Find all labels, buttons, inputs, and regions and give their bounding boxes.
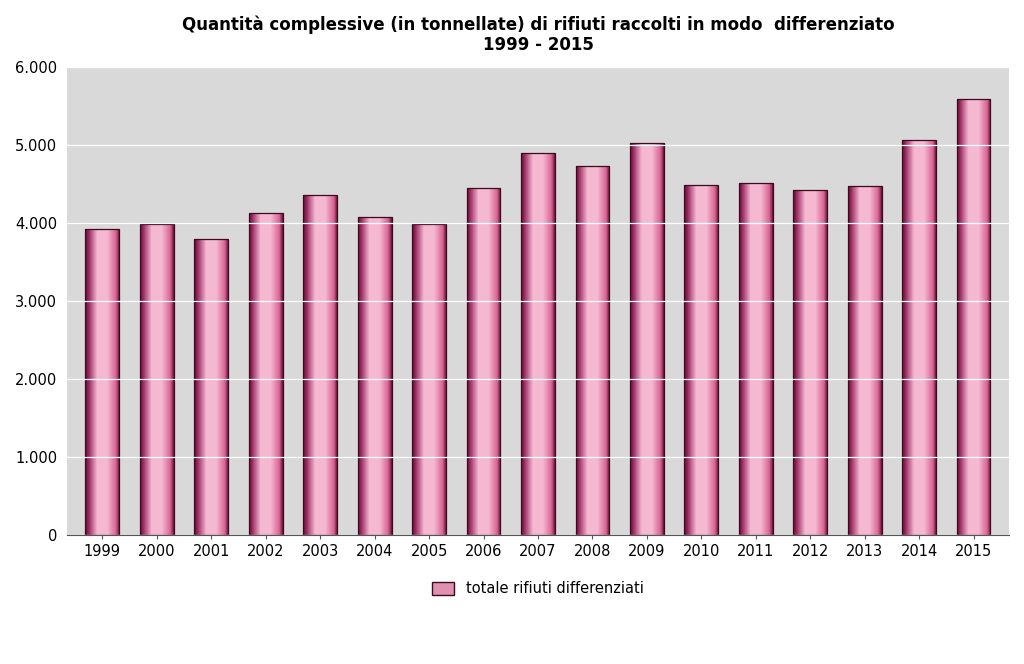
Bar	[249, 212, 283, 535]
Bar	[521, 153, 555, 535]
Bar	[195, 239, 228, 535]
Bar	[575, 166, 609, 535]
Legend: totale rifiuti differenziati: totale rifiuti differenziati	[426, 576, 649, 602]
Bar	[630, 143, 664, 535]
Bar	[739, 183, 773, 535]
Bar	[140, 224, 174, 535]
Bar	[794, 190, 827, 535]
Bar	[684, 185, 718, 535]
Bar	[303, 195, 337, 535]
Bar	[902, 140, 936, 535]
Bar	[956, 99, 990, 535]
Bar	[467, 188, 501, 535]
Title: Quantità complessive (in tonnellate) di rifiuti raccolti in modo  differenziato
: Quantità complessive (in tonnellate) di …	[181, 15, 894, 54]
Bar	[848, 186, 882, 535]
Bar	[357, 217, 391, 535]
Bar	[85, 229, 119, 535]
Bar	[413, 224, 446, 535]
